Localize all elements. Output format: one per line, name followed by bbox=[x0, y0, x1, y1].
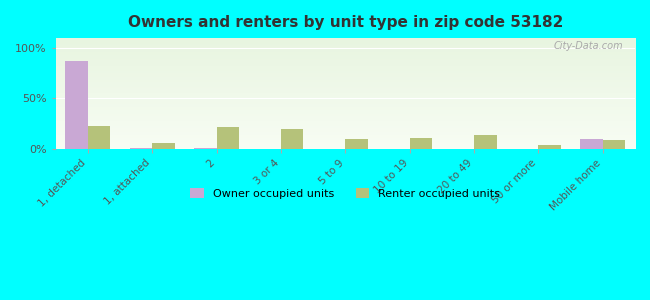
Bar bbox=[65, 61, 88, 148]
Bar bbox=[580, 140, 603, 148]
Legend: Owner occupied units, Renter occupied units: Owner occupied units, Renter occupied un… bbox=[186, 184, 504, 204]
Title: Owners and renters by unit type in zip code 53182: Owners and renters by unit type in zip c… bbox=[127, 15, 563, 30]
Text: City-Data.com: City-Data.com bbox=[554, 41, 623, 51]
Bar bbox=[216, 128, 239, 148]
Bar bbox=[410, 139, 432, 148]
Bar bbox=[603, 140, 625, 148]
Bar bbox=[152, 143, 175, 148]
Bar bbox=[281, 129, 304, 148]
Bar bbox=[474, 136, 497, 148]
Bar bbox=[88, 126, 110, 148]
Bar bbox=[538, 146, 561, 148]
Bar bbox=[345, 140, 368, 148]
